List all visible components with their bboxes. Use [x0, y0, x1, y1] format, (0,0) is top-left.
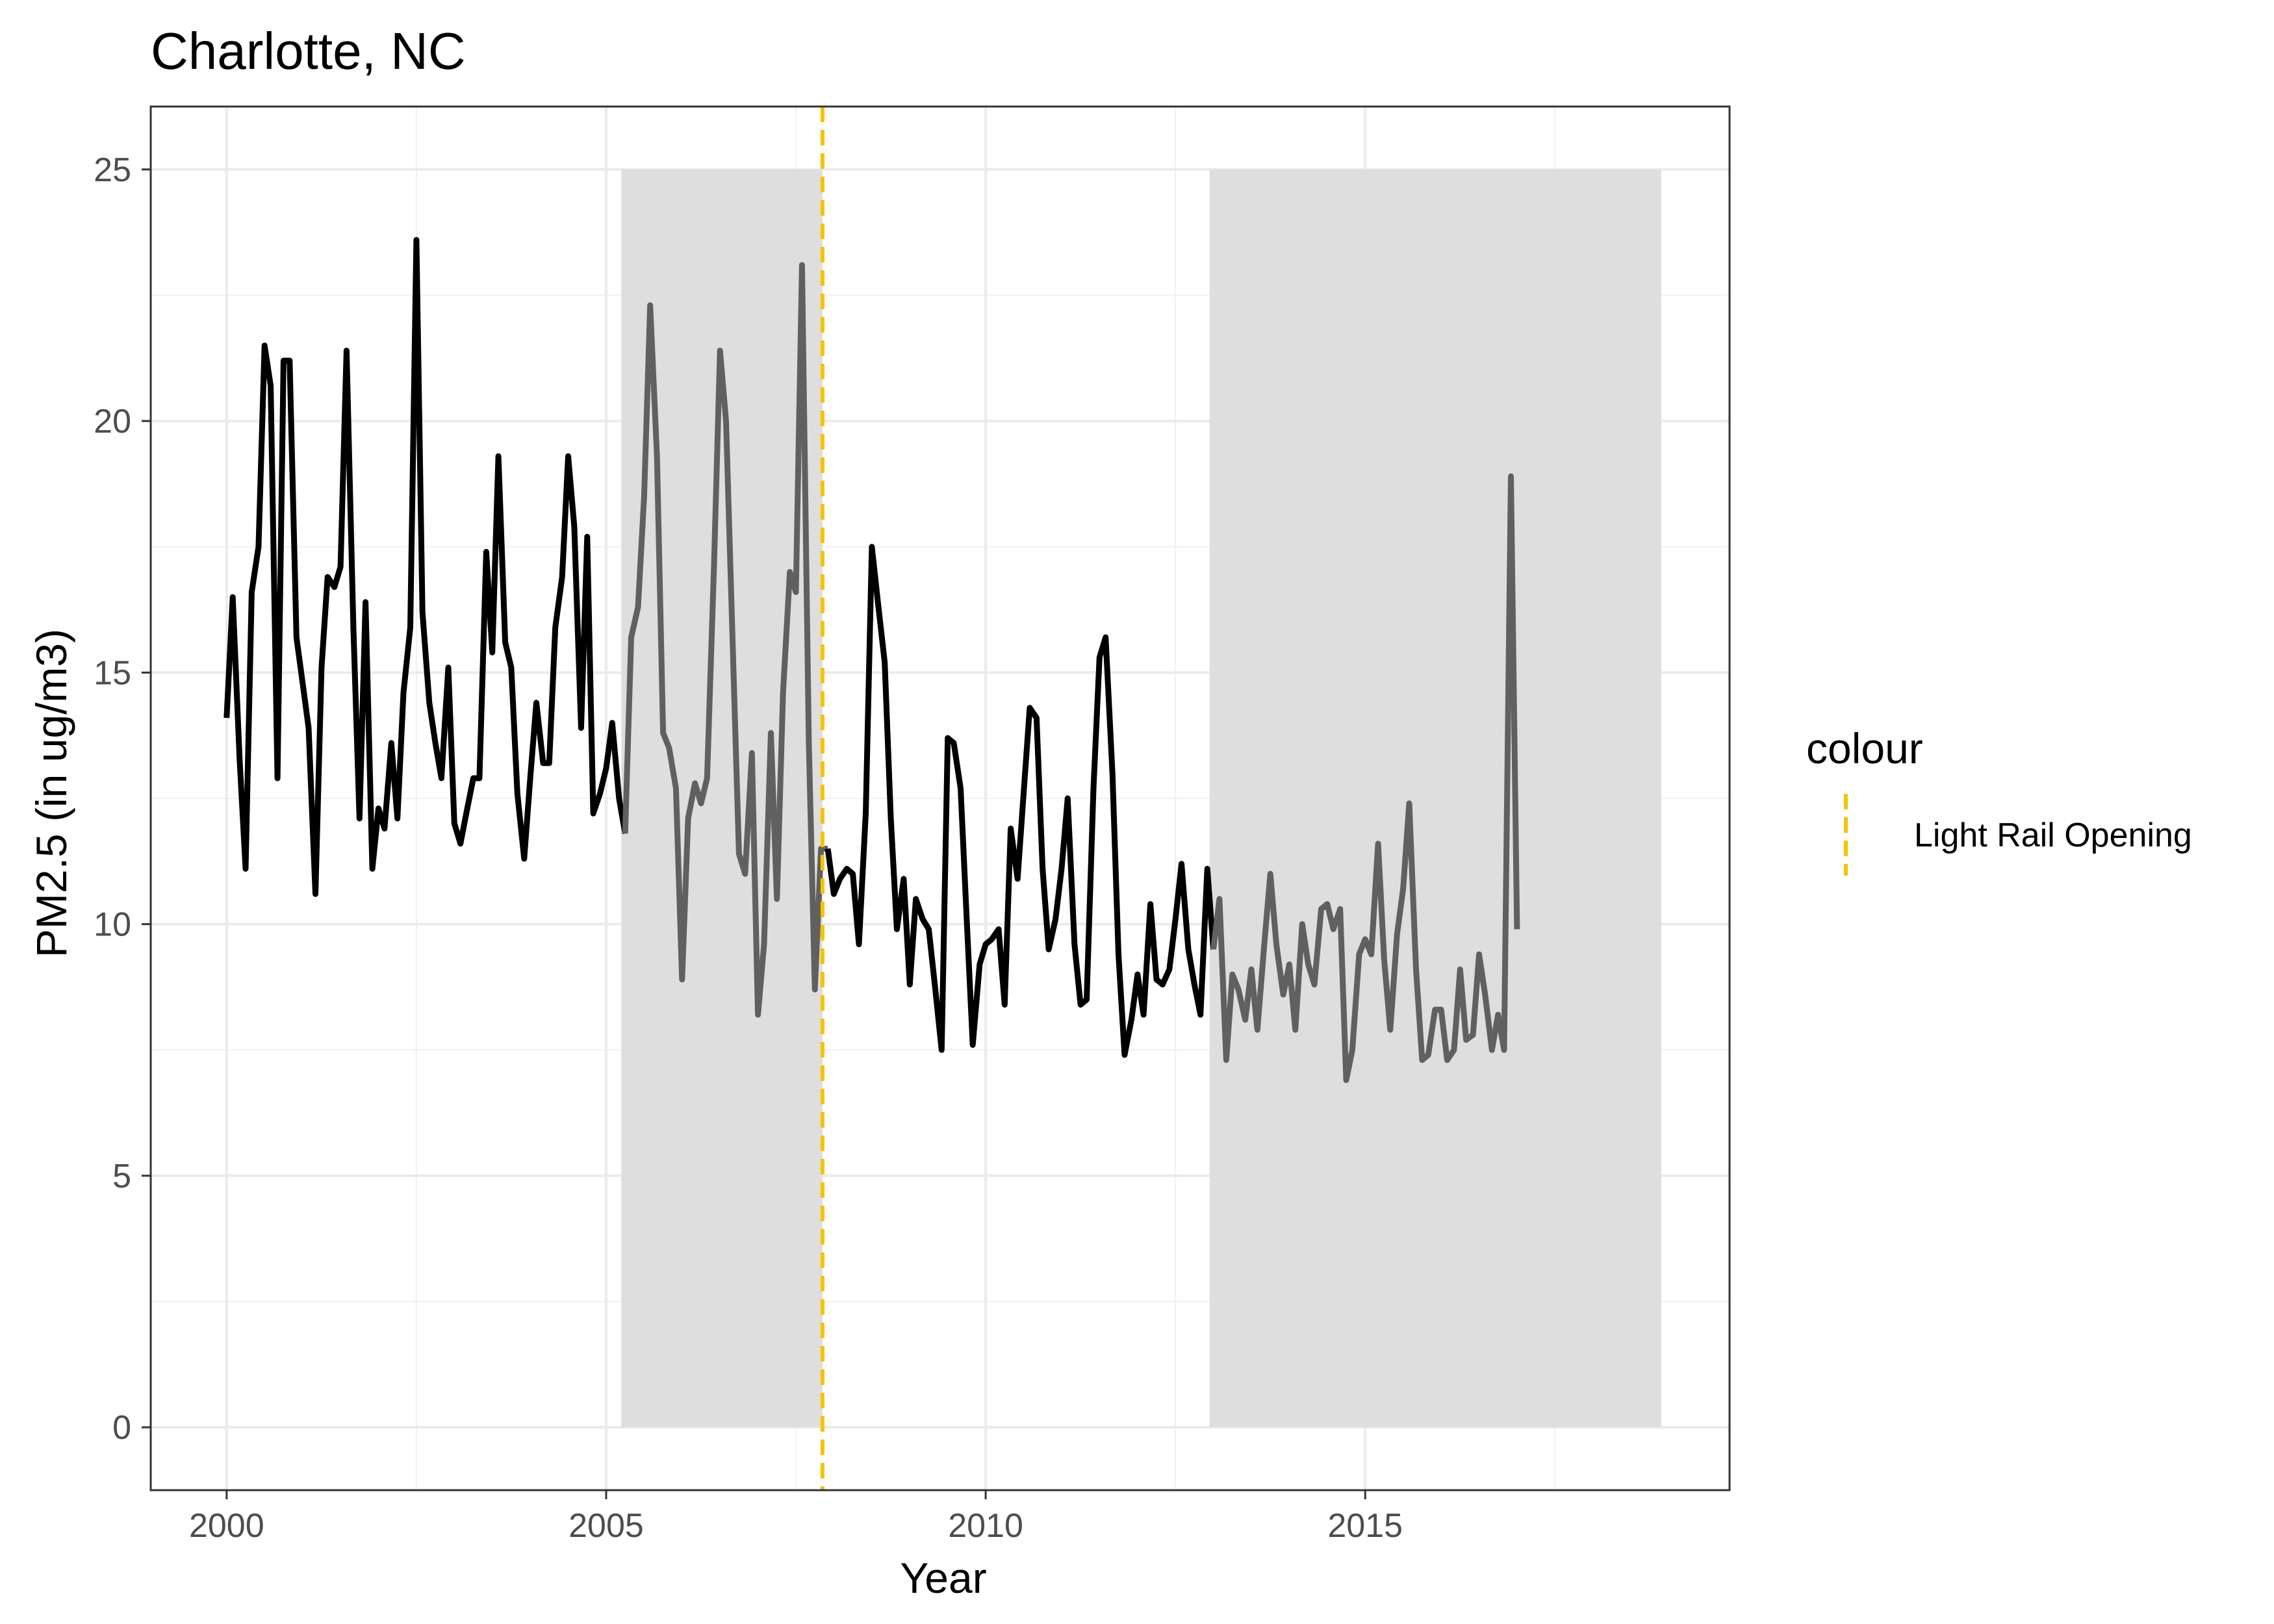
x-tick-label: 2005 — [568, 1507, 644, 1545]
series-line-shaded-segment — [622, 262, 828, 1018]
y-tick-label: 0 — [112, 1409, 131, 1447]
x-tick-label: 2015 — [1327, 1507, 1403, 1545]
chart-title: Charlotte, NC — [151, 22, 466, 80]
y-tick-label: 5 — [112, 1158, 131, 1195]
y-axis-title: PM2.5 (in ug/m3) — [27, 629, 75, 958]
y-tick-label: 20 — [94, 403, 131, 440]
series-line-segment — [824, 544, 1217, 1058]
legend-label: Light Rail Opening — [1914, 817, 2192, 854]
y-axis: 0 5 10 15 20 25 — [94, 151, 151, 1447]
data-series — [224, 236, 1520, 1084]
legend: colour Light Rail Opening — [1806, 724, 2192, 876]
x-tick-label: 2000 — [189, 1507, 264, 1545]
series-line-shaded-segment — [1210, 473, 1520, 1084]
y-tick-label: 15 — [94, 654, 131, 692]
x-axis: 2000 2005 2010 2015 — [189, 1490, 1403, 1545]
y-tick-label: 25 — [94, 151, 131, 189]
x-axis-title: Year — [900, 1554, 986, 1602]
x-tick-label: 2010 — [948, 1507, 1023, 1545]
panel-border — [149, 105, 1731, 1491]
legend-title: colour — [1806, 724, 1923, 772]
shaded-region — [1209, 169, 1661, 1428]
y-tick-label: 10 — [94, 906, 131, 944]
series-line-segment — [224, 236, 628, 897]
plot-area — [149, 105, 1731, 1491]
